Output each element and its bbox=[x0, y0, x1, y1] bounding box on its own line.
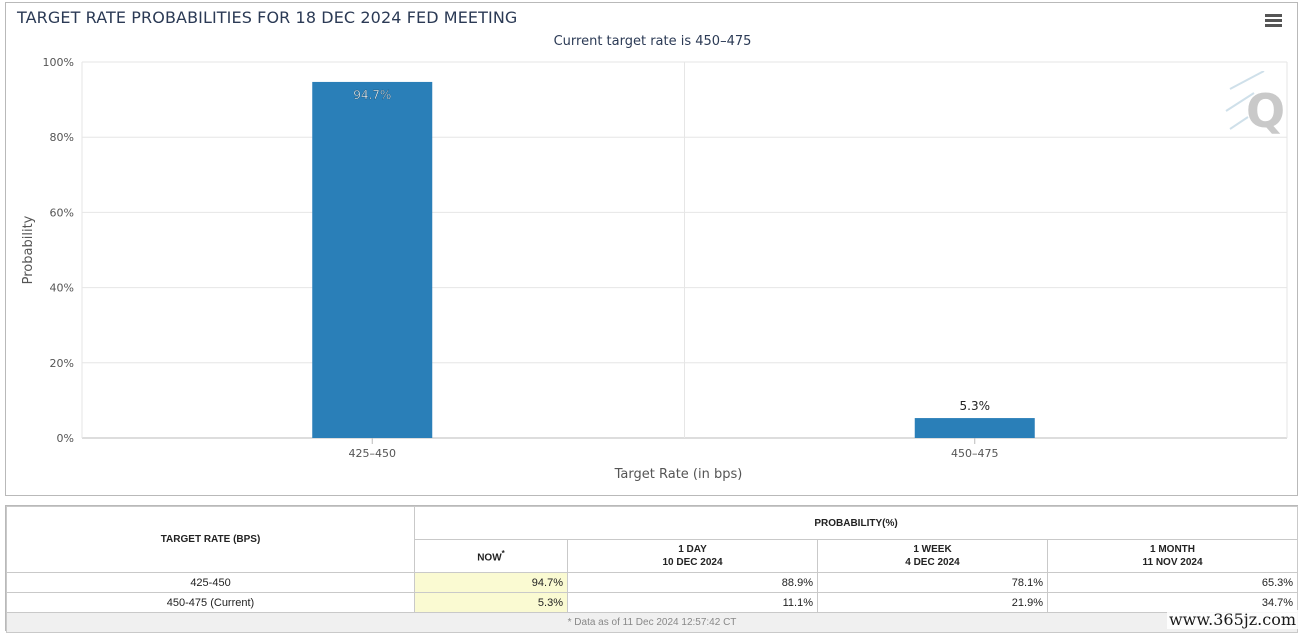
hamburger-menu-icon[interactable] bbox=[1265, 14, 1282, 28]
probability-cell: 11.1% bbox=[567, 592, 818, 613]
chart-subtitle: Current target rate is 450–475 bbox=[553, 34, 752, 49]
y-tick-label: 100% bbox=[43, 56, 74, 69]
column-header-2: 1 WEEK 4 DEC 2024 bbox=[817, 539, 1048, 573]
column-header-label: NOW bbox=[477, 552, 502, 564]
column-header-label: 1 WEEK bbox=[913, 544, 952, 555]
bar bbox=[312, 81, 433, 438]
grid-lines bbox=[81, 61, 1288, 444]
data-timestamp-footnote: * Data as of 11 Dec 2024 12:57:42 CT bbox=[5, 612, 1299, 633]
column-header-0: NOW* bbox=[414, 539, 568, 573]
now-probability-cell: 5.3% bbox=[414, 592, 568, 613]
probability-cell: 78.1% bbox=[817, 572, 1048, 593]
target-rate-header: TARGET RATE (BPS) bbox=[6, 506, 415, 573]
probability-cell: 21.9% bbox=[817, 592, 1048, 613]
y-tick-label: 80% bbox=[50, 131, 74, 144]
q-logo-icon: Q bbox=[1225, 71, 1284, 138]
y-tick-label: 60% bbox=[50, 206, 74, 219]
probability-header: PROBABILITY(%) bbox=[413, 506, 1299, 540]
watermark-text: www.365jz.com bbox=[1166, 610, 1298, 629]
data-label: 94.7% bbox=[353, 88, 391, 102]
x-tick-label: 450–475 bbox=[951, 447, 999, 460]
bar-chart: 0% 20% 40% 60% 80% 100% 425–450 94.7% 450–475 5.3… bbox=[21, 56, 1288, 482]
x-tick-label: 425–450 bbox=[349, 447, 397, 460]
column-header-1: 1 DAY 10 DEC 2024 bbox=[567, 539, 818, 573]
chart-title: TARGET RATE PROBABILITIES FOR 18 DEC 202… bbox=[17, 8, 518, 27]
sub-header-row: NOW* 1 DAY 10 DEC 2024 1 WEEK 4 DEC 2024 1 MO… bbox=[7, 539, 1299, 573]
table-body: 425-450 94.7% 88.9% 78.1% 65.3% 450-475 (Curr… bbox=[6, 572, 1299, 613]
rate-cell: 425-450 bbox=[6, 572, 415, 593]
table-row: 425-450 94.7% 88.9% 78.1% 65.3% bbox=[6, 572, 1299, 593]
column-header-date: 10 DEC 2024 bbox=[662, 557, 723, 568]
chart-panel: TARGET RATE PROBABILITIES FOR 18 DEC 202… bbox=[5, 2, 1298, 496]
column-header-3: 1 MONTH 11 NOV 2024 bbox=[1046, 539, 1299, 573]
table-row: 450-475 (Current) 5.3% 11.1% 21.9% 34.7% bbox=[6, 592, 1299, 613]
now-probability-cell: 94.7% bbox=[414, 572, 568, 593]
column-header-label: 1 MONTH bbox=[1150, 544, 1196, 555]
data-label: 5.3% bbox=[960, 399, 991, 413]
probability-cell: 88.9% bbox=[567, 572, 818, 593]
bars bbox=[312, 81, 1035, 438]
y-tick-label: 20% bbox=[50, 357, 74, 370]
bar bbox=[914, 418, 1035, 438]
column-header-date: 11 NOV 2024 bbox=[1142, 557, 1203, 568]
probability-cell: 65.3% bbox=[1046, 572, 1299, 593]
asterisk-marker: * bbox=[501, 549, 505, 559]
probability-table: TARGET RATE (BPS) PROBABILITY(%) NOW* 1 D… bbox=[5, 506, 1299, 633]
column-header-date: 4 DEC 2024 bbox=[905, 557, 960, 568]
x-axis-title: Target Rate (in bps) bbox=[614, 467, 743, 482]
labels: 0% 20% 40% 60% 80% 100% 425–450 94.7% 450–475 5.3… bbox=[21, 56, 999, 482]
probability-table-panel: TARGET RATE (BPS) PROBABILITY(%) NOW* 1 D… bbox=[5, 505, 1299, 633]
rate-cell: 450-475 (Current) bbox=[6, 592, 415, 613]
y-axis-title: Probability bbox=[21, 215, 36, 284]
y-tick-label: 0% bbox=[57, 432, 74, 445]
svg-text:Q: Q bbox=[1246, 84, 1284, 138]
y-tick-label: 40% bbox=[50, 282, 74, 295]
column-header-label: 1 DAY bbox=[678, 544, 707, 555]
